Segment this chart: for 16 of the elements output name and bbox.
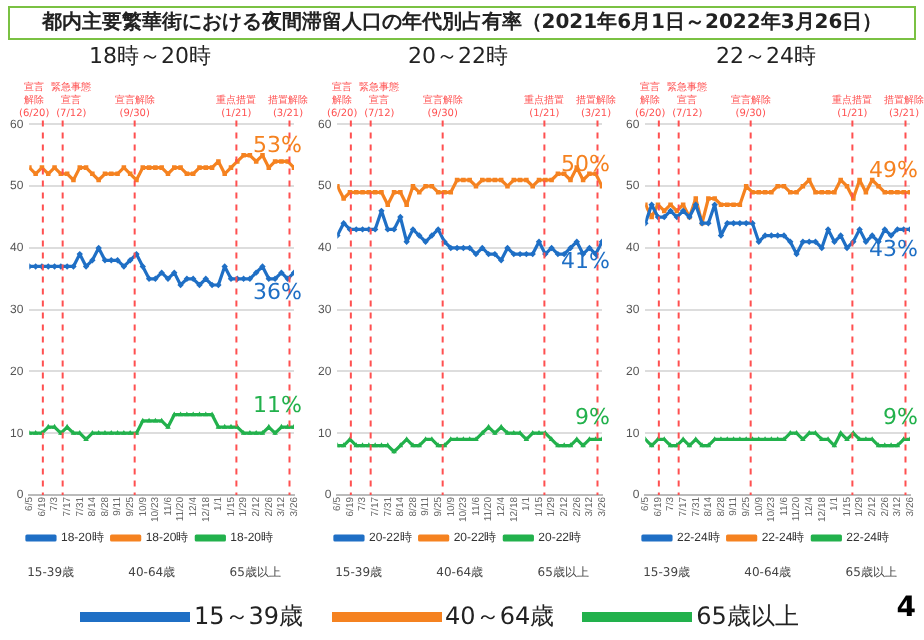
text: 4	[896, 592, 916, 624]
data-label: 49%	[869, 157, 918, 184]
data-label: 9%	[883, 404, 918, 431]
data-label: 36%	[253, 279, 302, 306]
data-label: 50%	[561, 150, 610, 177]
text: 都内主要繁華街における夜間滞留人口の年代別占有率（2021年6月1日～2022年3月26日）	[8, 6, 916, 40]
data-label: 53%	[253, 132, 302, 159]
text: 40～64歳	[445, 602, 555, 630]
text: 15～39歳	[194, 602, 304, 630]
data-label: 9%	[575, 404, 610, 431]
data-label: 11%	[253, 391, 302, 418]
chart-title: 20～22時	[408, 42, 508, 69]
chart-title: 22～24時	[716, 42, 816, 69]
text: 65歳以上	[696, 602, 799, 630]
data-label: 43%	[869, 236, 918, 263]
chart-title: 18時～20時	[89, 42, 211, 69]
